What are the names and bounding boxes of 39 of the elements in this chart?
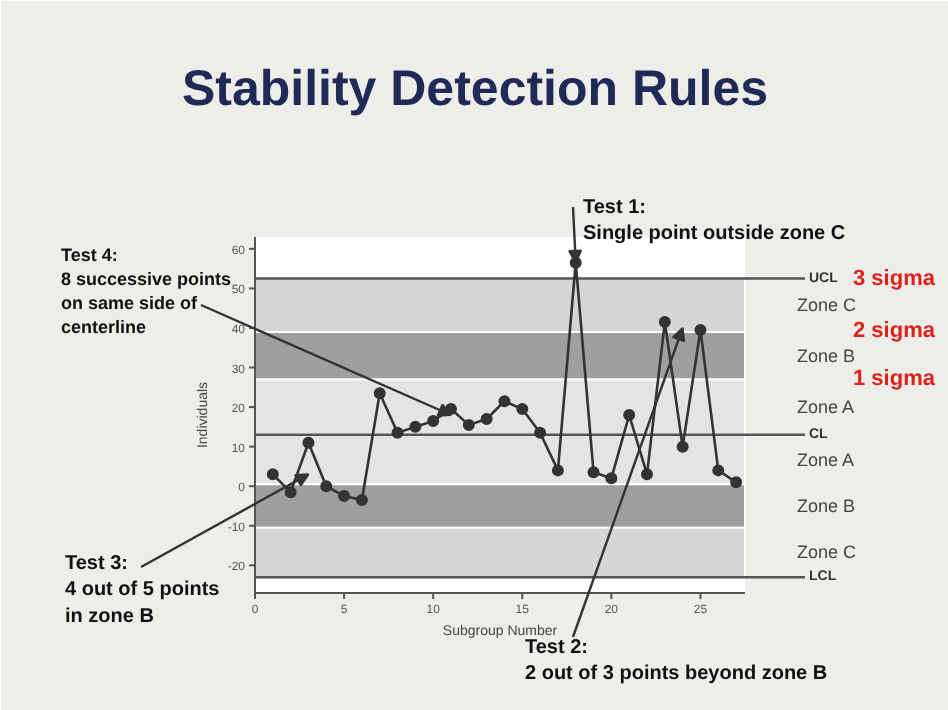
point: [373, 387, 386, 400]
band-label: Zone C: [797, 542, 858, 563]
text: 2 sigma: [853, 319, 937, 343]
text: 1 sigma: [853, 367, 937, 391]
point: [462, 418, 475, 431]
point: [587, 466, 600, 479]
point: [676, 440, 689, 453]
text: 3 sigma: [853, 267, 937, 291]
point: [623, 409, 636, 421]
point: [498, 395, 511, 408]
band-label: Zone B: [797, 345, 856, 366]
point: [534, 426, 547, 439]
band-label: Zone A: [797, 397, 855, 418]
point: [302, 436, 315, 449]
point: [641, 468, 653, 481]
point: [266, 468, 279, 481]
annotation: Test 2: 2 out of 3 points beyond zone B: [525, 637, 828, 686]
band-label: Zone A: [797, 449, 855, 470]
point: [712, 464, 725, 477]
point: [391, 426, 404, 439]
point: [658, 316, 671, 329]
point: [320, 480, 333, 493]
point: [605, 472, 618, 485]
point: [480, 412, 493, 425]
point: [409, 420, 422, 433]
point: [551, 464, 564, 477]
point: [338, 490, 351, 503]
annotation: Test 3: 4 out of 5 points in zone B: [65, 553, 221, 628]
chart-title: Stability Detection Rules: [181, 61, 769, 117]
annotation: Test 1: Single point outside zone C: [583, 197, 846, 246]
point: [284, 486, 297, 499]
point: [427, 414, 440, 427]
point: [355, 494, 368, 507]
band-label: Zone C: [797, 295, 858, 316]
point: [694, 323, 707, 336]
annotation: Test 4: 8 successive points on same side of centerline: [61, 245, 232, 337]
band-label: Zone B: [797, 495, 856, 516]
point: [730, 476, 743, 489]
point: [516, 403, 529, 416]
